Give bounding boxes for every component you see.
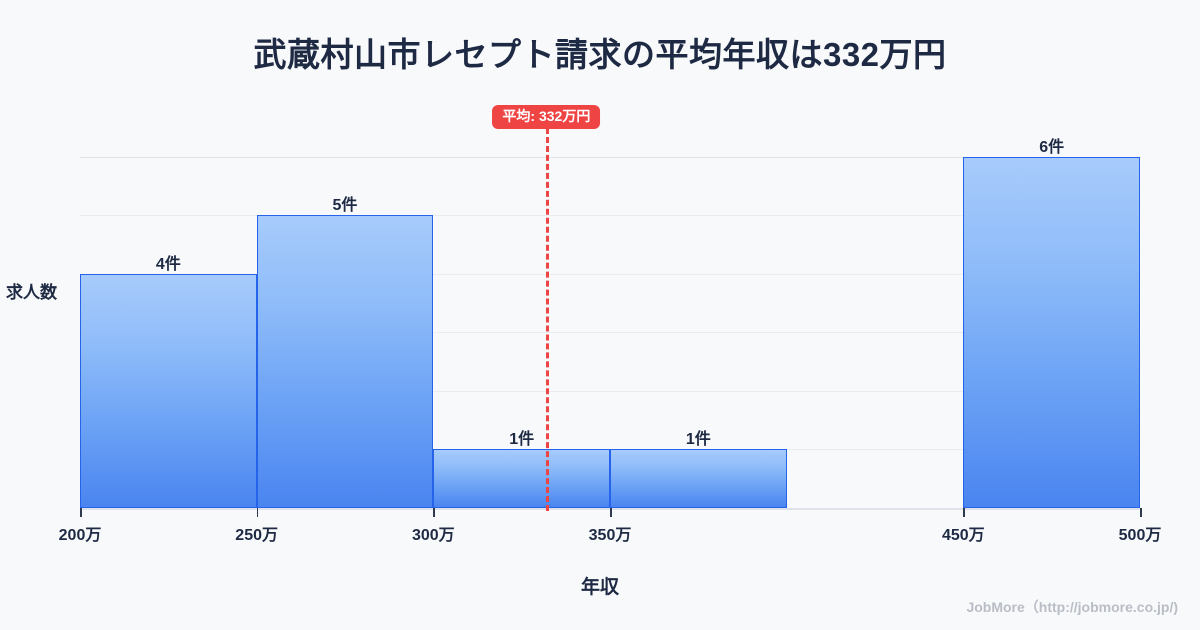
bar-value-label: 1件	[509, 431, 535, 449]
x-axis-tick-label: 300万	[411, 527, 455, 544]
gridline	[80, 273, 1140, 275]
gridline	[80, 156, 1140, 158]
bar-value-label: 5件	[332, 197, 358, 215]
x-axis-tick-label: 350万	[588, 527, 632, 544]
bar-value-label: 1件	[685, 431, 711, 449]
gridline	[80, 215, 1140, 217]
x-axis-tick	[610, 508, 612, 517]
bar-value-label: 6件	[1039, 138, 1065, 156]
x-axis-tick-label: 450万	[941, 527, 985, 544]
x-axis-tick-label: 250万	[235, 527, 279, 544]
footer-credit: JobMore（http://jobmore.co.jp/)	[966, 599, 1178, 615]
gridline	[80, 390, 1140, 392]
bar-value-label: 4件	[155, 255, 181, 273]
plot-area: 4件 5件 1件 1件 6件	[80, 98, 1140, 508]
x-axis-title: 年収	[580, 577, 619, 598]
bar[interactable]	[80, 273, 257, 508]
bar[interactable]	[963, 156, 1140, 508]
page-title: 武蔵村山市レセプト請求の平均年収は332万円	[253, 36, 947, 73]
y-axis-title: 求人数	[6, 283, 57, 302]
average-badge: 平均: 332万円	[492, 105, 601, 130]
bar[interactable]	[256, 215, 434, 508]
x-axis-tick-label: 500万	[1118, 527, 1162, 544]
bar[interactable]	[610, 449, 787, 508]
average-line	[546, 128, 550, 511]
x-axis-tick	[433, 508, 435, 517]
x-axis-tick-label: 200万	[58, 527, 102, 544]
x-axis-tick	[1140, 508, 1142, 517]
x-axis-tick	[256, 508, 259, 517]
x-axis-tick	[80, 508, 82, 517]
x-axis-tick	[963, 508, 965, 517]
gridline	[80, 332, 1140, 334]
bar[interactable]	[433, 449, 610, 508]
